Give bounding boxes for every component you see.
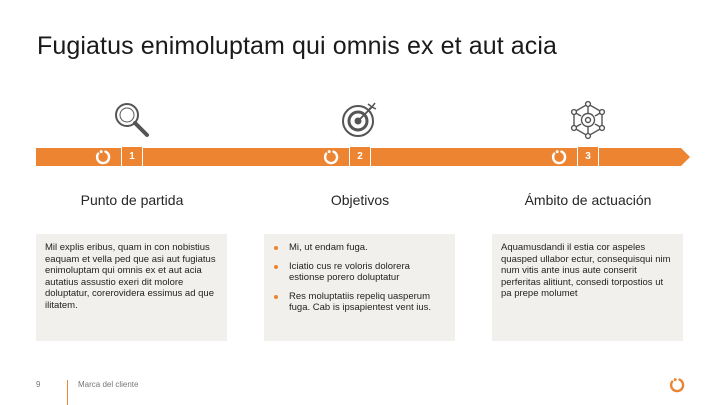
page-number: 9 <box>36 380 41 389</box>
brand-logo-icon <box>669 378 685 393</box>
brand-logo-icon <box>551 150 567 165</box>
step-heading-objetivos: Objetivos <box>330 192 390 208</box>
bullet-icon <box>274 294 278 299</box>
brand-logo-icon <box>323 150 339 165</box>
footer-brand-label: Marca del cliente <box>78 380 139 389</box>
step-heading-punto-de-partida: Punto de partida <box>80 192 184 208</box>
step-card-text: Mil explis eribus, quam in con nobistius… <box>45 242 216 311</box>
slide-title: Fugiatus enimoluptam qui omnis ex et aut… <box>37 32 558 60</box>
step-card-1: Mil explis eribus, quam in con nobistius… <box>36 234 227 341</box>
brand-logo-icon <box>95 150 111 165</box>
step-number-3: 3 <box>577 146 599 167</box>
magnifier-icon <box>115 103 149 137</box>
bullet-icon <box>274 246 278 250</box>
step-card-2: Mi, ut endam fuga. Iciatio cus re volori… <box>264 234 455 341</box>
list-item: Iciatio cus re voloris dolorera estionse… <box>273 261 446 284</box>
target-icon <box>342 102 377 137</box>
timeline-arrowhead <box>681 148 690 166</box>
step-number-2: 2 <box>349 146 371 167</box>
network-gear-icon <box>570 100 606 140</box>
step-card-text: Aquamusdandi il estia cor aspeles quaspe… <box>501 242 671 299</box>
bullet-icon <box>274 264 278 269</box>
list-item: Mi, ut endam fuga. <box>273 242 446 254</box>
list-item: Res moluptatiis repeliq uasperum fuga. C… <box>273 291 446 314</box>
step-card-3: Aquamusdandi il estia cor aspeles quaspe… <box>492 234 683 341</box>
bullet-list: Mi, ut endam fuga. Iciatio cus re volori… <box>273 242 446 314</box>
step-heading-ambito: Ámbito de actuación <box>524 192 652 208</box>
footer-divider <box>67 380 68 405</box>
step-number-1: 1 <box>121 146 143 167</box>
